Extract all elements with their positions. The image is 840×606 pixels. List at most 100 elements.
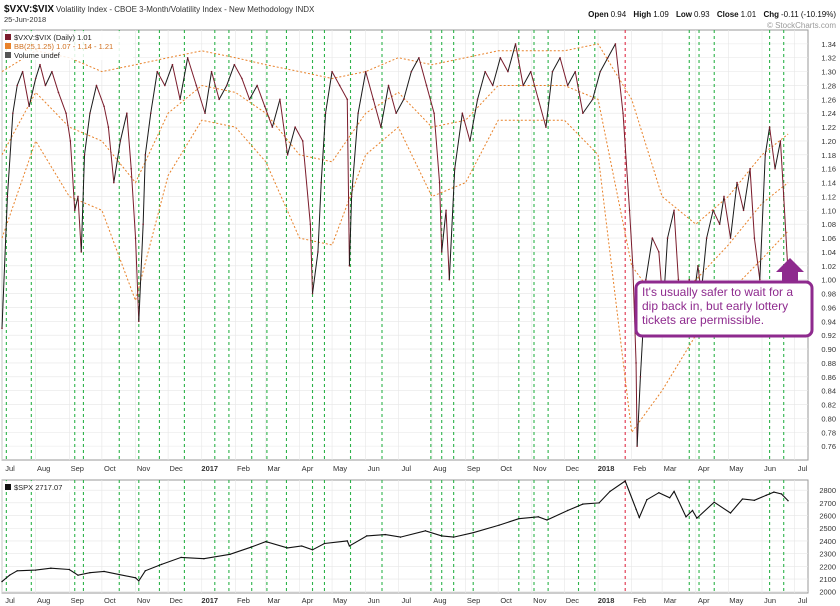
lower-y-tick-label: 2700 xyxy=(819,499,836,508)
upper-legend-swatch xyxy=(5,43,11,49)
ratio-segment xyxy=(65,113,71,142)
ohlc-readout: Open 0.94 High 1.09 Low 0.93 Close 1.01 Chg -… xyxy=(588,10,836,19)
ratio-point xyxy=(705,237,708,239)
ohlc-close-label: Close xyxy=(717,10,739,19)
lower-month-label: Sep xyxy=(71,596,84,605)
lower-month-label: Feb xyxy=(237,596,250,605)
upper-y-tick-label: 1.02 xyxy=(821,262,836,271)
ratio-point xyxy=(331,70,333,73)
spx-point xyxy=(265,540,267,543)
spx-point xyxy=(635,508,637,510)
upper-y-tick-label: 1.20 xyxy=(821,137,836,146)
ratio-point xyxy=(380,126,382,128)
ratio-segment xyxy=(461,113,471,142)
ratio-point xyxy=(311,292,314,295)
ratio-segment xyxy=(388,85,397,114)
ratio-segment xyxy=(545,71,553,128)
upper-y-ticks: 0.76 0.78 0.80 0.82 0.84 0.86 0.88 0.90 0.92 0.94… xyxy=(821,40,836,451)
upper-month-label: 2017 xyxy=(201,464,218,473)
ratio-segment xyxy=(80,154,86,252)
ratio-segment xyxy=(492,57,501,86)
spx-point xyxy=(787,499,789,502)
upper-y-tick-label: 1.22 xyxy=(821,123,836,132)
lower-month-label: Sep xyxy=(467,596,480,605)
ratio-point xyxy=(566,84,569,87)
spx-point xyxy=(138,580,140,582)
ratio-point xyxy=(559,56,561,59)
upper-month-label: Jun xyxy=(764,464,776,473)
ratio-point xyxy=(677,278,680,281)
ratio-point xyxy=(749,167,751,170)
ohlc-high-value: 1.09 xyxy=(653,10,669,19)
ratio-point xyxy=(21,70,24,73)
spx-point xyxy=(68,568,71,571)
ohlc-chg-label: Chg xyxy=(763,10,779,19)
ratio-point xyxy=(346,98,349,101)
ratio-segment xyxy=(622,113,631,211)
ratio-segment xyxy=(730,182,738,239)
spx-point xyxy=(452,536,455,538)
upper-month-label: Jul xyxy=(401,464,411,473)
ratio-point xyxy=(279,98,281,101)
lower-month-label: Nov xyxy=(533,596,547,605)
ratio-point xyxy=(764,154,767,156)
ratio-segment xyxy=(218,85,228,100)
ratio-point xyxy=(271,126,274,128)
ratio-point xyxy=(77,195,79,198)
spx-point xyxy=(780,493,783,495)
upper-month-label: Oct xyxy=(104,464,117,473)
ratio-point xyxy=(522,84,524,87)
ratio-segment xyxy=(339,85,348,100)
ratio-segment xyxy=(448,168,456,280)
lower-y-tick-label: 2300 xyxy=(819,550,836,559)
ratio-segment xyxy=(211,71,220,100)
month-axis-upper: Jul Aug Sep Oct Nov Dec 2017 Feb Mar Apr May Jun Jul… xyxy=(5,464,807,473)
ratio-point xyxy=(233,63,236,66)
ratio-point xyxy=(651,237,654,239)
ratio-segment xyxy=(320,113,327,183)
upper-month-label: Jul xyxy=(798,464,808,473)
ratio-segment xyxy=(779,140,785,197)
lower-month-label: Jun xyxy=(368,596,380,605)
ratio-segment xyxy=(372,99,382,128)
upper-y-tick-label: 0.98 xyxy=(821,290,836,299)
ohlc-chg-value: -0.11 (-10.19%) xyxy=(781,10,836,19)
upper-y-tick-label: 0.80 xyxy=(821,414,836,423)
ratio-point xyxy=(440,251,443,253)
ratio-segment xyxy=(559,57,569,86)
spx-point xyxy=(134,577,137,579)
ratio-point xyxy=(395,112,397,115)
ratio-segment xyxy=(629,210,634,266)
ratio-segment xyxy=(331,71,341,86)
upper-y-tick-label: 0.94 xyxy=(821,317,836,326)
ratio-segment xyxy=(249,85,258,100)
spx-point xyxy=(765,494,768,496)
ratio-segment xyxy=(365,71,374,100)
ratio-point xyxy=(499,56,502,59)
upper-panel-frame xyxy=(1,29,809,461)
upper-month-label: Mar xyxy=(267,464,280,473)
ratio-segment xyxy=(395,99,405,114)
ratio-segment xyxy=(582,99,594,114)
ratio-point xyxy=(186,56,189,59)
ratio-point xyxy=(387,84,390,87)
lower-legend-label: $SPX 2717.07 xyxy=(14,483,62,492)
ratio-point xyxy=(753,237,756,239)
spx-point xyxy=(669,497,671,499)
upper-y-tick-label: 0.88 xyxy=(821,359,836,368)
ratio-segment xyxy=(95,85,105,107)
ratio-point xyxy=(309,223,312,225)
ratio-segment xyxy=(764,127,771,155)
ratio-segment xyxy=(130,168,137,239)
lower-month-label: Dec xyxy=(169,596,183,605)
ratio-point xyxy=(742,209,745,212)
spx-point xyxy=(518,518,520,520)
bb-lower-band xyxy=(1,119,789,434)
spx-point xyxy=(646,498,648,501)
ratio-segment xyxy=(312,251,319,294)
spx-point xyxy=(249,546,252,548)
spx-point xyxy=(696,517,698,519)
lower-legend-backdrop xyxy=(3,481,73,492)
ratio-point xyxy=(688,278,691,281)
ratio-segment xyxy=(749,168,755,239)
